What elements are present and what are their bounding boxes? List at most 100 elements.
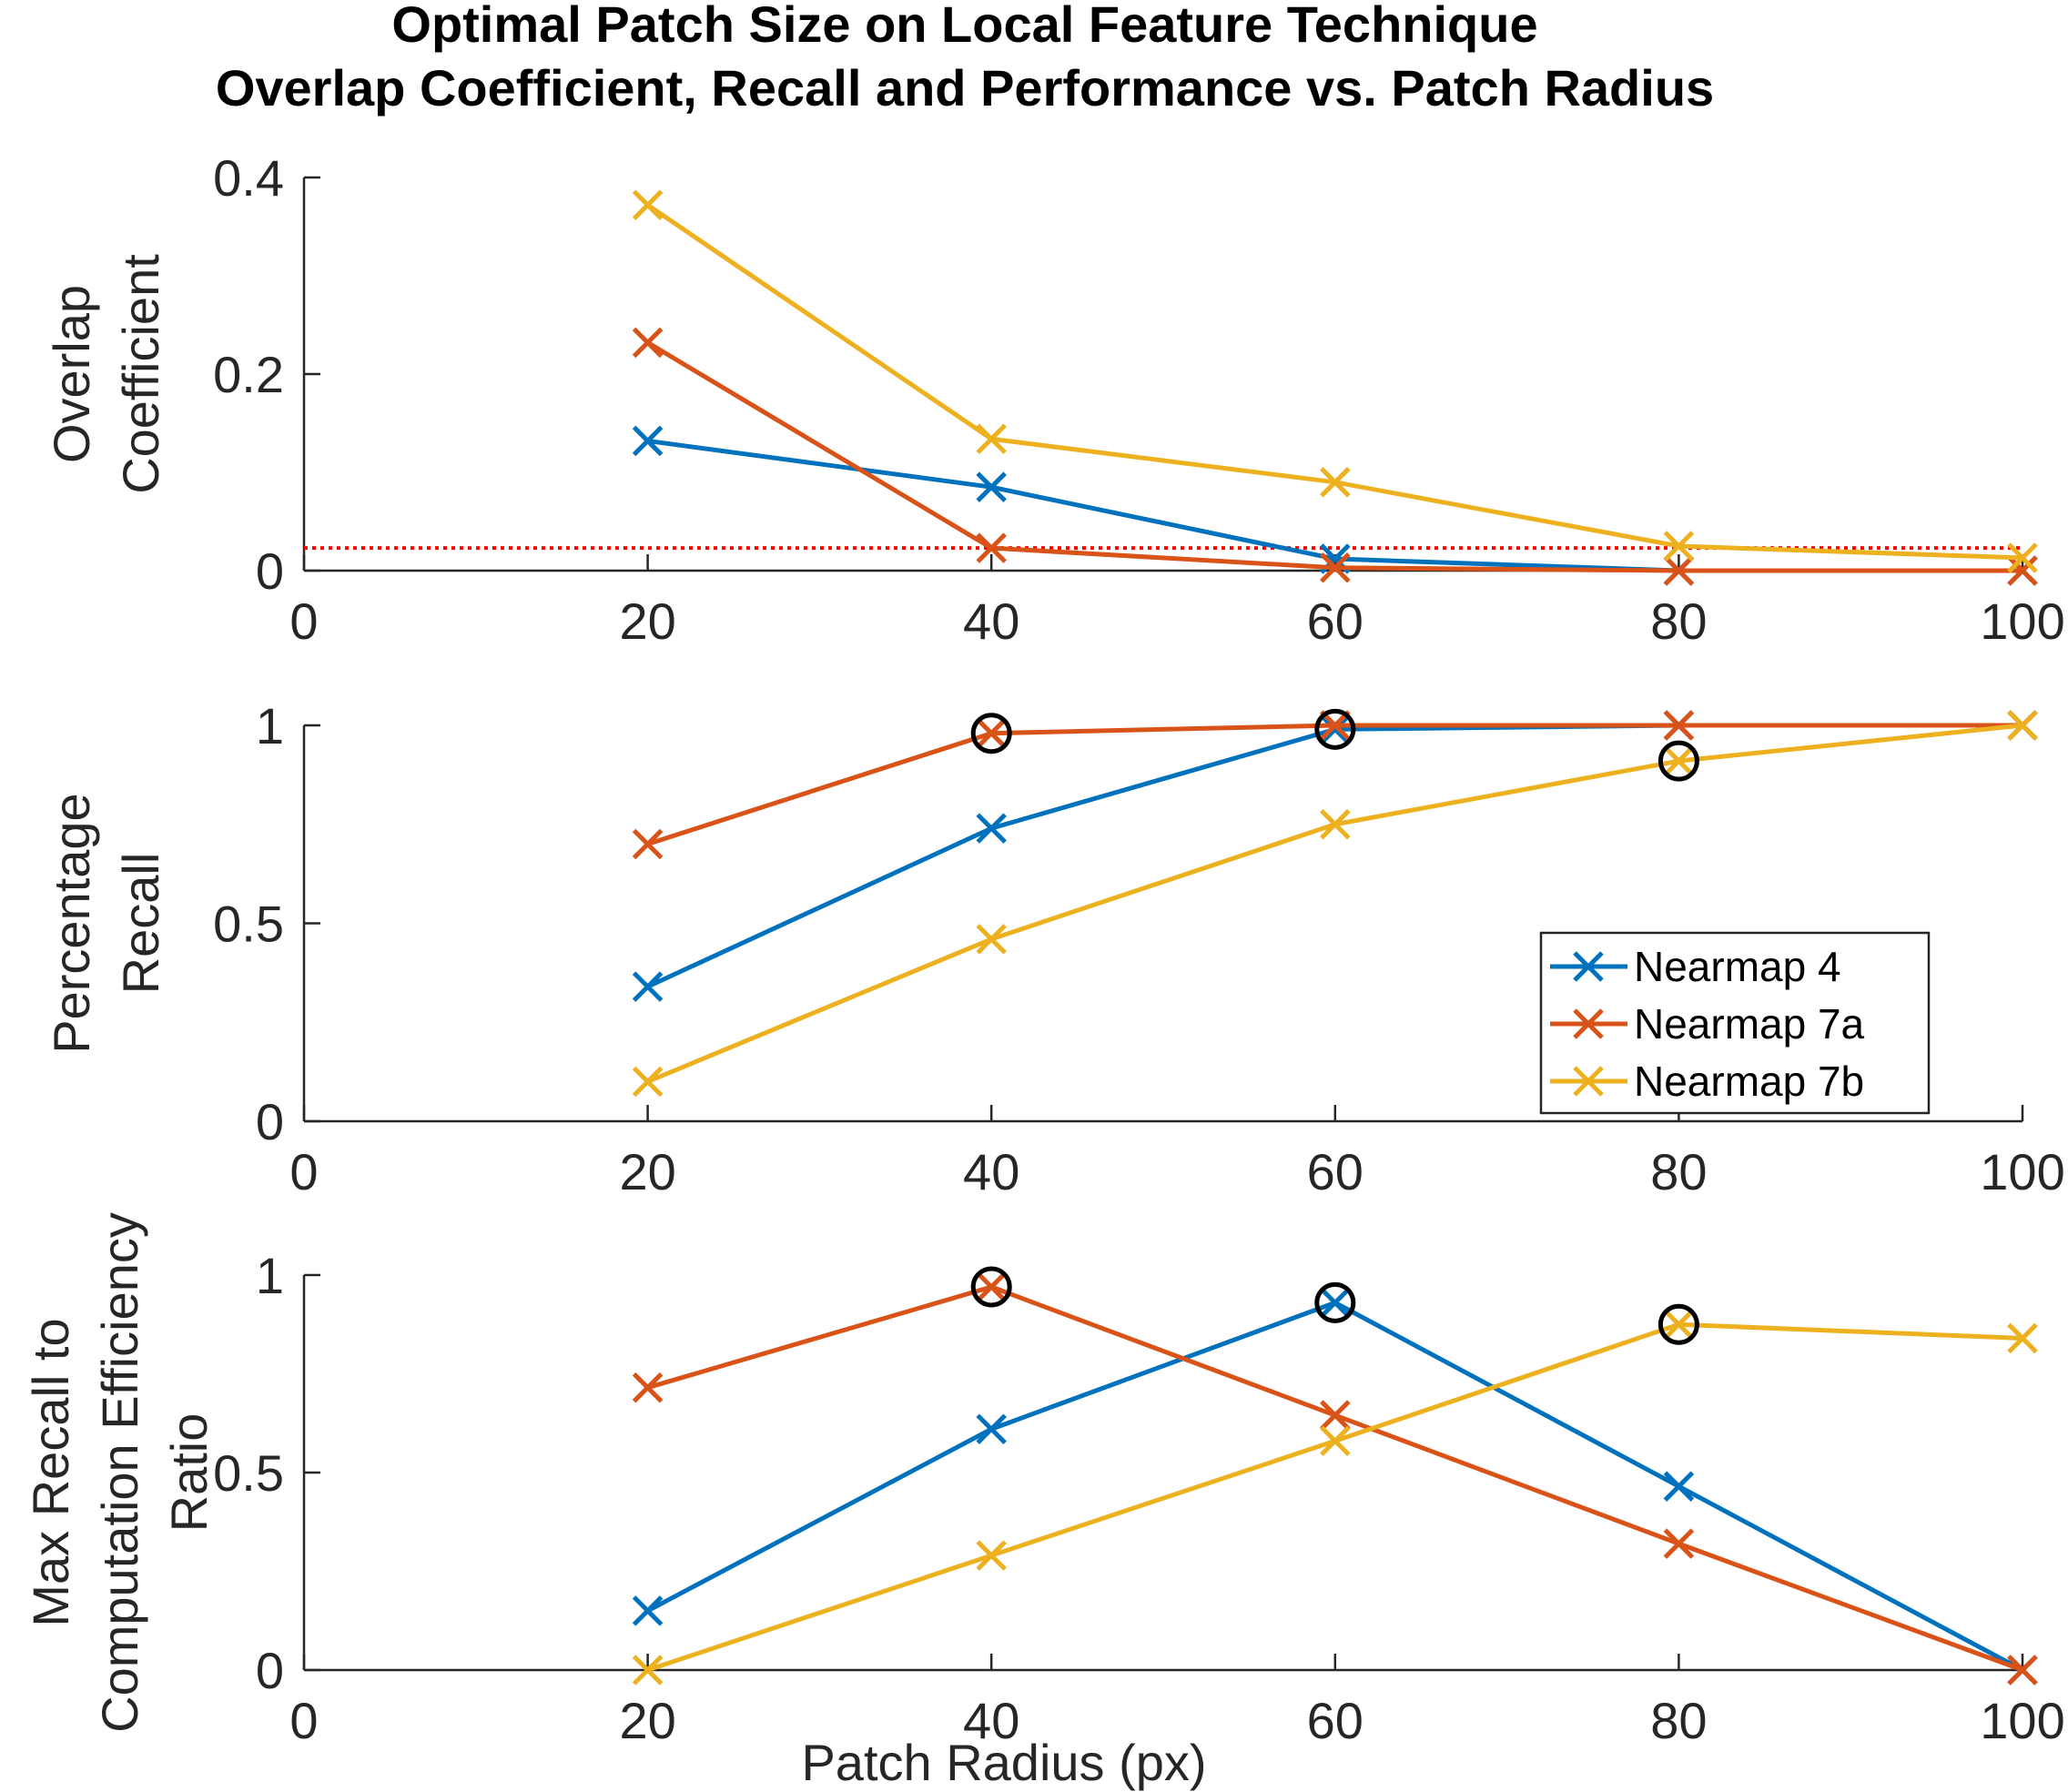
y-tick-label: 0 bbox=[256, 542, 284, 600]
panel-2: 0 20 40 60 80 100 0 0.5 1 Percentage Recall bbox=[43, 697, 2065, 1200]
data-point-nearmap-7a bbox=[1320, 1400, 1351, 1431]
legend-swatch-marker bbox=[1573, 1008, 1604, 1039]
y-tick-label: 1 bbox=[256, 697, 284, 754]
x-tick-label: 0 bbox=[289, 592, 318, 650]
y-tick-label: 0.2 bbox=[213, 346, 284, 403]
x-tick-label: 100 bbox=[1980, 592, 2064, 650]
x-tick-label: 40 bbox=[963, 1692, 1019, 1749]
y-tick-label: 0 bbox=[256, 1093, 284, 1150]
y-axis-label: Recall bbox=[112, 853, 169, 995]
data-point-nearmap-7a bbox=[1663, 710, 1695, 741]
x-tick-label: 80 bbox=[1650, 592, 1707, 650]
x-tick-label: 20 bbox=[619, 1143, 675, 1200]
series-nearmap-7b bbox=[632, 189, 2038, 573]
optimum-marker-nearmap-4 bbox=[1314, 1281, 1356, 1323]
chart-title-line-1: Optimal Patch Size on Local Feature Tech… bbox=[391, 0, 1537, 53]
data-point-nearmap-7b bbox=[2007, 1322, 2038, 1354]
data-point-nearmap-7b bbox=[1320, 467, 1351, 498]
y-tick-label: 0.5 bbox=[213, 1444, 284, 1502]
data-point-nearmap-7a bbox=[2007, 1655, 2038, 1686]
data-point-nearmap-7b bbox=[1663, 531, 1695, 562]
data-point-nearmap-7b bbox=[2007, 710, 2038, 741]
series-nearmap-4 bbox=[632, 1287, 2038, 1686]
y-tick-label: 0.5 bbox=[213, 896, 284, 953]
series-line-nearmap-4 bbox=[646, 1300, 2024, 1673]
data-point-nearmap-4 bbox=[632, 971, 664, 1002]
data-point-nearmap-7a bbox=[976, 532, 1007, 563]
series-nearmap-7a bbox=[632, 327, 2038, 586]
y-axis-label: Coefficient bbox=[112, 254, 169, 494]
data-point-nearmap-4 bbox=[632, 1595, 664, 1626]
data-point-nearmap-7a bbox=[632, 828, 664, 860]
x-axis-label: Patch Radius (px) bbox=[801, 1734, 1206, 1791]
y-tick-label: 0.4 bbox=[213, 149, 284, 207]
x-tick-label: 100 bbox=[1980, 1692, 2064, 1749]
data-point-nearmap-7b bbox=[1320, 1425, 1351, 1457]
legend-swatch-marker bbox=[1573, 951, 1604, 982]
y-axis-label: Max Recall to bbox=[22, 1318, 79, 1626]
optimum-marker-nearmap-4 bbox=[1314, 708, 1356, 750]
data-point-nearmap-7b bbox=[2007, 542, 2038, 573]
y-axis-label: Percentage bbox=[43, 793, 100, 1053]
data-point-nearmap-7b bbox=[976, 924, 1007, 955]
x-tick-label: 60 bbox=[1307, 592, 1363, 650]
data-point-nearmap-7b bbox=[1320, 808, 1351, 840]
data-point-nearmap-7a bbox=[976, 1271, 1007, 1302]
optimum-marker-nearmap-7b bbox=[1657, 740, 1699, 782]
y-tick-label: 1 bbox=[256, 1247, 284, 1304]
legend-label: Nearmap 4 bbox=[1634, 943, 1841, 990]
data-point-nearmap-4 bbox=[1320, 714, 1351, 745]
series-line-nearmap-7a bbox=[646, 1284, 2023, 1673]
legend-label: Nearmap 7b bbox=[1634, 1058, 1864, 1105]
data-point-nearmap-4 bbox=[632, 425, 664, 457]
x-tick-label: 20 bbox=[619, 1692, 675, 1749]
x-tick-label: 60 bbox=[1307, 1143, 1363, 1200]
data-point-nearmap-7a bbox=[2007, 555, 2038, 586]
series-nearmap-7b bbox=[632, 710, 2038, 1098]
y-tick-label: 0 bbox=[256, 1642, 284, 1699]
series-nearmap-7b bbox=[632, 1309, 2038, 1686]
y-axis-label: Overlap bbox=[43, 285, 100, 463]
optimum-marker-nearmap-7a bbox=[970, 713, 1012, 754]
data-point-nearmap-7b bbox=[976, 423, 1007, 455]
y-axis-label: Ratio bbox=[160, 1413, 218, 1533]
x-tick-label: 0 bbox=[289, 1692, 318, 1749]
panel-1: 0 20 40 60 80 100 0 0.2 0.4 Overlap Coefficient bbox=[43, 149, 2065, 650]
data-point-nearmap-7b bbox=[632, 189, 664, 221]
data-point-nearmap-7a bbox=[632, 327, 664, 359]
data-point-nearmap-4 bbox=[1320, 1287, 1351, 1319]
data-point-nearmap-7b bbox=[632, 1655, 664, 1686]
data-point-nearmap-7b bbox=[1663, 1309, 1695, 1341]
optimum-marker-nearmap-7a bbox=[970, 1266, 1012, 1308]
series-line-nearmap-7b bbox=[646, 203, 2023, 561]
data-point-nearmap-7a bbox=[1663, 1528, 1695, 1559]
data-point-nearmap-7b bbox=[632, 1066, 664, 1098]
x-tick-label: 60 bbox=[1307, 1692, 1363, 1749]
data-point-nearmap-7b bbox=[1663, 745, 1695, 776]
legend-label: Nearmap 7a bbox=[1634, 1000, 1865, 1048]
series-nearmap-7a bbox=[632, 710, 2038, 860]
series-line-nearmap-7a bbox=[646, 340, 2022, 573]
x-tick-label: 100 bbox=[1980, 1143, 2064, 1200]
x-tick-label: 0 bbox=[289, 1143, 318, 1200]
legend-swatch-marker bbox=[1573, 1066, 1604, 1097]
data-point-nearmap-4 bbox=[976, 813, 1007, 844]
legend: Nearmap 4 Nearmap 7a Nearmap 7b bbox=[1539, 931, 1931, 1115]
x-tick-label: 40 bbox=[963, 1143, 1019, 1200]
x-tick-label: 20 bbox=[619, 592, 675, 650]
chart-title-line-2: Overlap Coefficient, Recall and Performa… bbox=[216, 59, 1714, 116]
data-point-nearmap-7b bbox=[976, 1540, 1007, 1571]
data-point-nearmap-4 bbox=[976, 471, 1007, 502]
data-point-nearmap-7a bbox=[1320, 552, 1351, 583]
series-nearmap-7a bbox=[632, 1271, 2038, 1686]
data-point-nearmap-7a bbox=[1663, 555, 1695, 586]
x-tick-label: 40 bbox=[963, 592, 1019, 650]
x-tick-label: 80 bbox=[1650, 1143, 1707, 1200]
y-axis-label: Computation Efficiency bbox=[91, 1212, 148, 1733]
legend-item-nearmap-7a: Nearmap 7a bbox=[1550, 1000, 1865, 1048]
legend-item-nearmap-4: Nearmap 4 bbox=[1550, 943, 1841, 990]
series-nearmap-4 bbox=[632, 425, 2038, 586]
data-point-nearmap-4 bbox=[1663, 1471, 1695, 1502]
optimum-marker-nearmap-7b bbox=[1657, 1303, 1699, 1345]
